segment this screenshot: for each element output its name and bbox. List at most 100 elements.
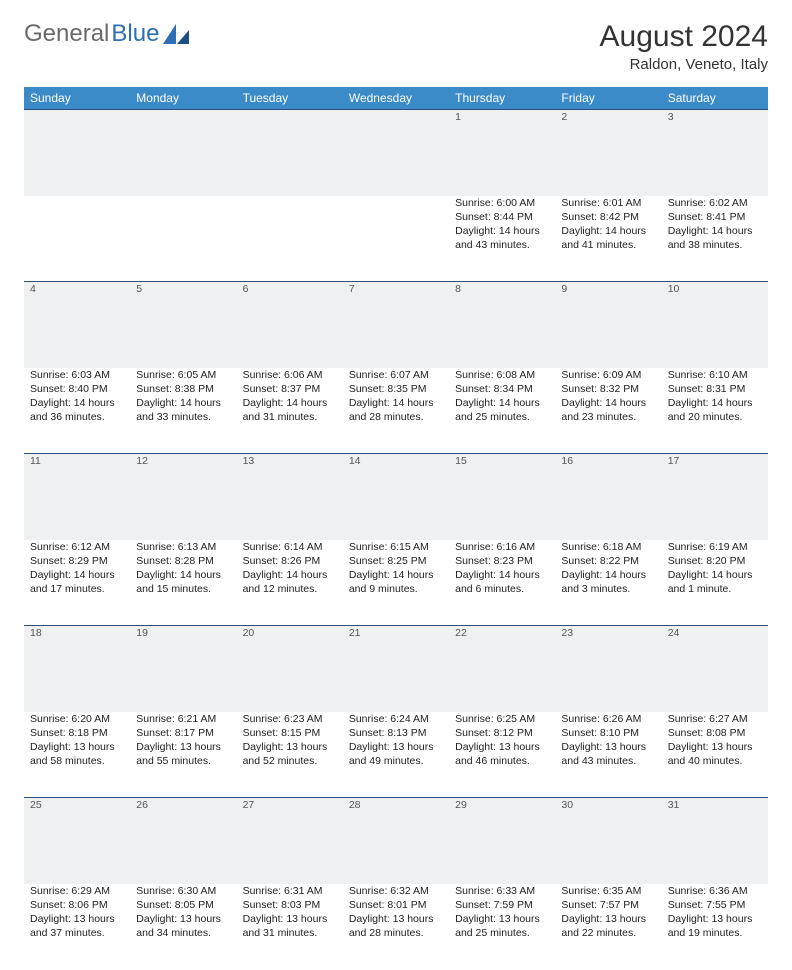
day-number: 11 — [24, 454, 130, 540]
daylight-line: Daylight: 14 hours and 25 minutes. — [455, 396, 549, 424]
day-header: Thursday — [449, 87, 555, 110]
day-cell — [343, 196, 449, 282]
day-cell: Sunrise: 6:33 AMSunset: 7:59 PMDaylight:… — [449, 884, 555, 970]
daylight-line: Daylight: 14 hours and 43 minutes. — [455, 224, 549, 252]
day-number-row: 25262728293031 — [24, 798, 768, 884]
day-cell: Sunrise: 6:10 AMSunset: 8:31 PMDaylight:… — [662, 368, 768, 454]
sunrise-line: Sunrise: 6:16 AM — [455, 540, 549, 554]
sunset-line: Sunset: 8:15 PM — [243, 726, 337, 740]
sunset-line: Sunset: 8:01 PM — [349, 898, 443, 912]
day-number: 10 — [662, 282, 768, 368]
day-cell: Sunrise: 6:01 AMSunset: 8:42 PMDaylight:… — [555, 196, 661, 282]
sunrise-line: Sunrise: 6:18 AM — [561, 540, 655, 554]
day-number: 5 — [130, 282, 236, 368]
sunrise-line: Sunrise: 6:05 AM — [136, 368, 230, 382]
location: Raldon, Veneto, Italy — [600, 56, 768, 73]
sunset-line: Sunset: 8:37 PM — [243, 382, 337, 396]
day-number-row: 18192021222324 — [24, 626, 768, 712]
day-cell: Sunrise: 6:35 AMSunset: 7:57 PMDaylight:… — [555, 884, 661, 970]
day-header: Friday — [555, 87, 661, 110]
sunrise-line: Sunrise: 6:24 AM — [349, 712, 443, 726]
sunrise-line: Sunrise: 6:20 AM — [30, 712, 124, 726]
daylight-line: Daylight: 13 hours and 55 minutes. — [136, 740, 230, 768]
sunset-line: Sunset: 8:25 PM — [349, 554, 443, 568]
day-number: 1 — [449, 110, 555, 196]
logo-text-blue: Blue — [111, 20, 159, 48]
daylight-line: Daylight: 14 hours and 6 minutes. — [455, 568, 549, 596]
daylight-line: Daylight: 13 hours and 46 minutes. — [455, 740, 549, 768]
day-number: 20 — [237, 626, 343, 712]
sunrise-line: Sunrise: 6:29 AM — [30, 884, 124, 898]
day-number: 12 — [130, 454, 236, 540]
day-header: Saturday — [662, 87, 768, 110]
sunrise-line: Sunrise: 6:07 AM — [349, 368, 443, 382]
daylight-line: Daylight: 13 hours and 37 minutes. — [30, 912, 124, 940]
sunrise-line: Sunrise: 6:21 AM — [136, 712, 230, 726]
sunset-line: Sunset: 7:57 PM — [561, 898, 655, 912]
day-number: 15 — [449, 454, 555, 540]
sunset-line: Sunset: 8:17 PM — [136, 726, 230, 740]
day-number — [24, 110, 130, 196]
day-number: 17 — [662, 454, 768, 540]
logo: GeneralBlue — [24, 20, 189, 48]
daylight-line: Daylight: 14 hours and 31 minutes. — [243, 396, 337, 424]
day-number: 26 — [130, 798, 236, 884]
day-header: Monday — [130, 87, 236, 110]
day-cell: Sunrise: 6:03 AMSunset: 8:40 PMDaylight:… — [24, 368, 130, 454]
sunset-line: Sunset: 8:32 PM — [561, 382, 655, 396]
sunset-line: Sunset: 8:29 PM — [30, 554, 124, 568]
header: GeneralBlue August 2024 Raldon, Veneto, … — [24, 20, 768, 73]
sunset-line: Sunset: 8:44 PM — [455, 210, 549, 224]
sunset-line: Sunset: 8:03 PM — [243, 898, 337, 912]
day-number: 14 — [343, 454, 449, 540]
day-number: 6 — [237, 282, 343, 368]
day-number: 28 — [343, 798, 449, 884]
week-row: Sunrise: 6:03 AMSunset: 8:40 PMDaylight:… — [24, 368, 768, 454]
day-header-row: SundayMondayTuesdayWednesdayThursdayFrid… — [24, 87, 768, 110]
day-cell: Sunrise: 6:00 AMSunset: 8:44 PMDaylight:… — [449, 196, 555, 282]
sunset-line: Sunset: 8:38 PM — [136, 382, 230, 396]
day-header: Sunday — [24, 87, 130, 110]
day-cell: Sunrise: 6:08 AMSunset: 8:34 PMDaylight:… — [449, 368, 555, 454]
day-cell: Sunrise: 6:06 AMSunset: 8:37 PMDaylight:… — [237, 368, 343, 454]
sunrise-line: Sunrise: 6:01 AM — [561, 196, 655, 210]
day-number: 3 — [662, 110, 768, 196]
sunset-line: Sunset: 8:28 PM — [136, 554, 230, 568]
sunset-line: Sunset: 8:22 PM — [561, 554, 655, 568]
day-number: 31 — [662, 798, 768, 884]
day-cell: Sunrise: 6:31 AMSunset: 8:03 PMDaylight:… — [237, 884, 343, 970]
sunset-line: Sunset: 8:35 PM — [349, 382, 443, 396]
sunset-line: Sunset: 8:23 PM — [455, 554, 549, 568]
daylight-line: Daylight: 14 hours and 15 minutes. — [136, 568, 230, 596]
sunset-line: Sunset: 8:41 PM — [668, 210, 762, 224]
sunset-line: Sunset: 7:55 PM — [668, 898, 762, 912]
day-number: 27 — [237, 798, 343, 884]
daylight-line: Daylight: 13 hours and 28 minutes. — [349, 912, 443, 940]
sunrise-line: Sunrise: 6:06 AM — [243, 368, 337, 382]
day-cell: Sunrise: 6:23 AMSunset: 8:15 PMDaylight:… — [237, 712, 343, 798]
sunset-line: Sunset: 8:06 PM — [30, 898, 124, 912]
day-number: 24 — [662, 626, 768, 712]
day-number: 13 — [237, 454, 343, 540]
day-cell: Sunrise: 6:29 AMSunset: 8:06 PMDaylight:… — [24, 884, 130, 970]
day-number: 23 — [555, 626, 661, 712]
sunset-line: Sunset: 8:10 PM — [561, 726, 655, 740]
sunrise-line: Sunrise: 6:33 AM — [455, 884, 549, 898]
day-cell: Sunrise: 6:09 AMSunset: 8:32 PMDaylight:… — [555, 368, 661, 454]
sunset-line: Sunset: 7:59 PM — [455, 898, 549, 912]
sunrise-line: Sunrise: 6:26 AM — [561, 712, 655, 726]
sunrise-line: Sunrise: 6:19 AM — [668, 540, 762, 554]
day-number — [237, 110, 343, 196]
day-number — [130, 110, 236, 196]
day-cell: Sunrise: 6:19 AMSunset: 8:20 PMDaylight:… — [662, 540, 768, 626]
sunrise-line: Sunrise: 6:36 AM — [668, 884, 762, 898]
sunrise-line: Sunrise: 6:25 AM — [455, 712, 549, 726]
day-cell: Sunrise: 6:16 AMSunset: 8:23 PMDaylight:… — [449, 540, 555, 626]
day-cell: Sunrise: 6:12 AMSunset: 8:29 PMDaylight:… — [24, 540, 130, 626]
daylight-line: Daylight: 14 hours and 12 minutes. — [243, 568, 337, 596]
day-header: Tuesday — [237, 87, 343, 110]
daylight-line: Daylight: 14 hours and 17 minutes. — [30, 568, 124, 596]
sunset-line: Sunset: 8:05 PM — [136, 898, 230, 912]
day-cell — [130, 196, 236, 282]
daylight-line: Daylight: 14 hours and 20 minutes. — [668, 396, 762, 424]
